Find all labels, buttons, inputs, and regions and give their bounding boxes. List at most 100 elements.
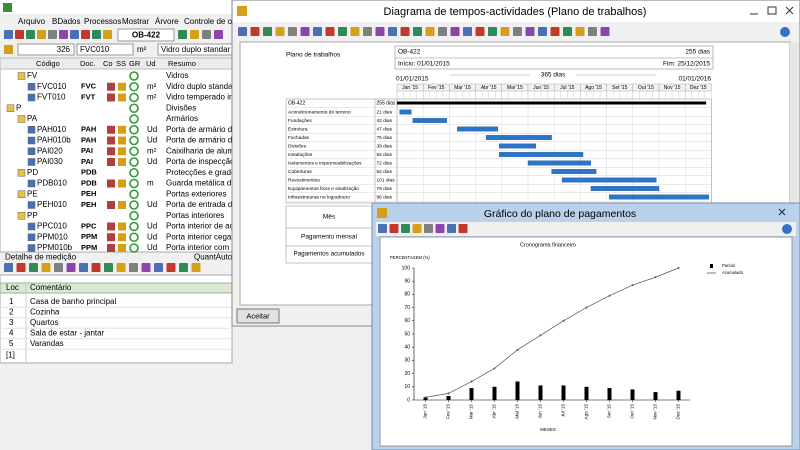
menu-item[interactable]: BDados bbox=[52, 17, 80, 26]
tree-node-icon[interactable] bbox=[17, 169, 26, 177]
toolbar-icon[interactable] bbox=[325, 27, 335, 36]
tree-node-icon[interactable] bbox=[17, 72, 26, 80]
menu-item[interactable]: Árvore bbox=[155, 17, 179, 26]
tree-code[interactable]: PPM010b bbox=[37, 243, 73, 252]
toolbar-icon[interactable] bbox=[250, 27, 260, 36]
toolbar-icon[interactable] bbox=[288, 27, 297, 36]
tree-node-icon[interactable] bbox=[27, 158, 36, 166]
toolbar-icon[interactable] bbox=[375, 27, 385, 36]
detail-loc[interactable]: 5 bbox=[9, 339, 14, 348]
tree-code[interactable]: PPC010 bbox=[37, 222, 67, 231]
toolbar-icon[interactable] bbox=[400, 27, 410, 36]
toolbar-icon[interactable] bbox=[438, 27, 447, 36]
toolbar-icon[interactable] bbox=[450, 27, 460, 36]
detail-comment[interactable]: Casa de banho principal bbox=[30, 297, 117, 306]
tree-node-icon[interactable] bbox=[27, 136, 36, 145]
toolbar-icon[interactable] bbox=[550, 27, 560, 36]
detail-loc[interactable]: 4 bbox=[9, 329, 14, 338]
toolbar-icon[interactable] bbox=[116, 263, 126, 272]
toolbar-icon[interactable] bbox=[129, 263, 138, 272]
tree-code[interactable]: PAI030 bbox=[37, 157, 63, 166]
toolbar-icon[interactable] bbox=[488, 27, 497, 36]
tree-code[interactable]: PEH010 bbox=[37, 200, 67, 209]
toolbar-icon[interactable] bbox=[238, 27, 247, 36]
toolbar-icon[interactable] bbox=[378, 224, 387, 233]
tree-node-icon[interactable] bbox=[27, 244, 36, 252]
toolbar-icon[interactable] bbox=[475, 27, 485, 36]
toolbar-icon[interactable] bbox=[37, 30, 46, 39]
toolbar-icon[interactable] bbox=[600, 27, 610, 36]
tree-code[interactable]: PPM010 bbox=[37, 232, 68, 241]
tree-node-icon[interactable] bbox=[6, 104, 15, 112]
toolbar-icon[interactable] bbox=[191, 263, 201, 272]
toolbar-icon[interactable] bbox=[563, 27, 572, 36]
tree-code[interactable]: PD bbox=[27, 168, 38, 177]
toolbar-icon[interactable] bbox=[190, 30, 199, 39]
menu-item[interactable]: Processos bbox=[84, 17, 121, 26]
close-button[interactable] bbox=[785, 6, 794, 15]
accept-button[interactable] bbox=[236, 308, 280, 324]
toolbar-icon[interactable] bbox=[435, 224, 445, 233]
toolbar-icon[interactable] bbox=[81, 30, 90, 39]
tree-node-icon[interactable] bbox=[27, 147, 36, 155]
toolbar-icon[interactable] bbox=[389, 224, 399, 233]
menu-item[interactable]: Controle de obi bbox=[184, 17, 238, 26]
detail-loc[interactable]: 2 bbox=[9, 308, 14, 317]
toolbar-icon[interactable] bbox=[59, 30, 68, 39]
accept-label[interactable]: Aceitar bbox=[246, 311, 270, 320]
tree-code[interactable]: PAH010b bbox=[37, 136, 71, 145]
toolbar-icon[interactable] bbox=[263, 27, 272, 36]
toolbar-icon[interactable] bbox=[447, 224, 456, 233]
tree-code[interactable]: FVT010 bbox=[37, 93, 66, 102]
toolbar-icon[interactable] bbox=[91, 263, 101, 272]
tree-node-icon[interactable] bbox=[27, 222, 36, 231]
payment-help[interactable] bbox=[782, 224, 792, 234]
detail-comment[interactable]: Cozinha bbox=[30, 308, 60, 317]
toolbar-icon[interactable] bbox=[300, 27, 310, 36]
toolbar-icon[interactable] bbox=[525, 27, 535, 36]
gantt-help[interactable] bbox=[780, 27, 790, 37]
toolbar-icon[interactable] bbox=[588, 27, 597, 36]
toolbar-icon[interactable] bbox=[538, 27, 547, 36]
tree-node-icon[interactable] bbox=[17, 212, 26, 220]
toolbar-icon[interactable] bbox=[41, 263, 51, 272]
toolbar-icon[interactable] bbox=[103, 30, 112, 39]
toolbar-icon[interactable] bbox=[66, 263, 76, 272]
tree-node-icon[interactable] bbox=[27, 83, 36, 91]
tree-node-icon[interactable] bbox=[27, 93, 36, 102]
maximize-button[interactable] bbox=[767, 6, 777, 15]
payment-close[interactable] bbox=[778, 208, 786, 216]
toolbar-icon[interactable] bbox=[79, 263, 88, 272]
toolbar-icon[interactable] bbox=[275, 27, 285, 36]
tree-code[interactable]: FVC010 bbox=[37, 82, 67, 91]
tree-code[interactable]: PDB010 bbox=[37, 179, 67, 188]
tree-node-icon[interactable] bbox=[27, 201, 36, 209]
toolbar-icon[interactable] bbox=[54, 263, 63, 272]
tree-node-icon[interactable] bbox=[17, 115, 26, 123]
toolbar-icon[interactable] bbox=[425, 27, 435, 36]
toolbar-icon[interactable] bbox=[575, 27, 585, 36]
toolbar-icon[interactable] bbox=[388, 27, 397, 36]
tree-code[interactable]: P bbox=[16, 103, 21, 112]
toolbar-icon[interactable] bbox=[92, 30, 101, 39]
toolbar-icon[interactable] bbox=[4, 30, 13, 39]
toolbar-icon[interactable] bbox=[26, 30, 35, 39]
toolbar-icon[interactable] bbox=[29, 263, 38, 272]
project-field[interactable] bbox=[117, 28, 175, 42]
toolbar-icon[interactable] bbox=[154, 263, 163, 272]
toolbar-icon[interactable] bbox=[16, 263, 26, 272]
tree-node-icon[interactable] bbox=[27, 179, 36, 188]
toolbar-icon[interactable] bbox=[178, 30, 187, 39]
toolbar-icon[interactable] bbox=[463, 27, 472, 36]
tree-node-icon[interactable] bbox=[27, 126, 36, 134]
toolbar-icon[interactable] bbox=[500, 27, 510, 36]
toolbar-icon[interactable] bbox=[350, 27, 360, 36]
tree-code[interactable]: PAH010 bbox=[37, 125, 67, 134]
menu-item[interactable]: Mostrar bbox=[122, 17, 149, 26]
tree-node-icon[interactable] bbox=[27, 233, 36, 241]
toolbar-icon[interactable] bbox=[458, 224, 468, 233]
detail-comment[interactable]: Sala de estar - jantar bbox=[30, 329, 105, 338]
toolbar-icon[interactable] bbox=[401, 224, 410, 233]
toolbar-icon[interactable] bbox=[4, 263, 13, 272]
toolbar-icon[interactable] bbox=[141, 263, 151, 272]
